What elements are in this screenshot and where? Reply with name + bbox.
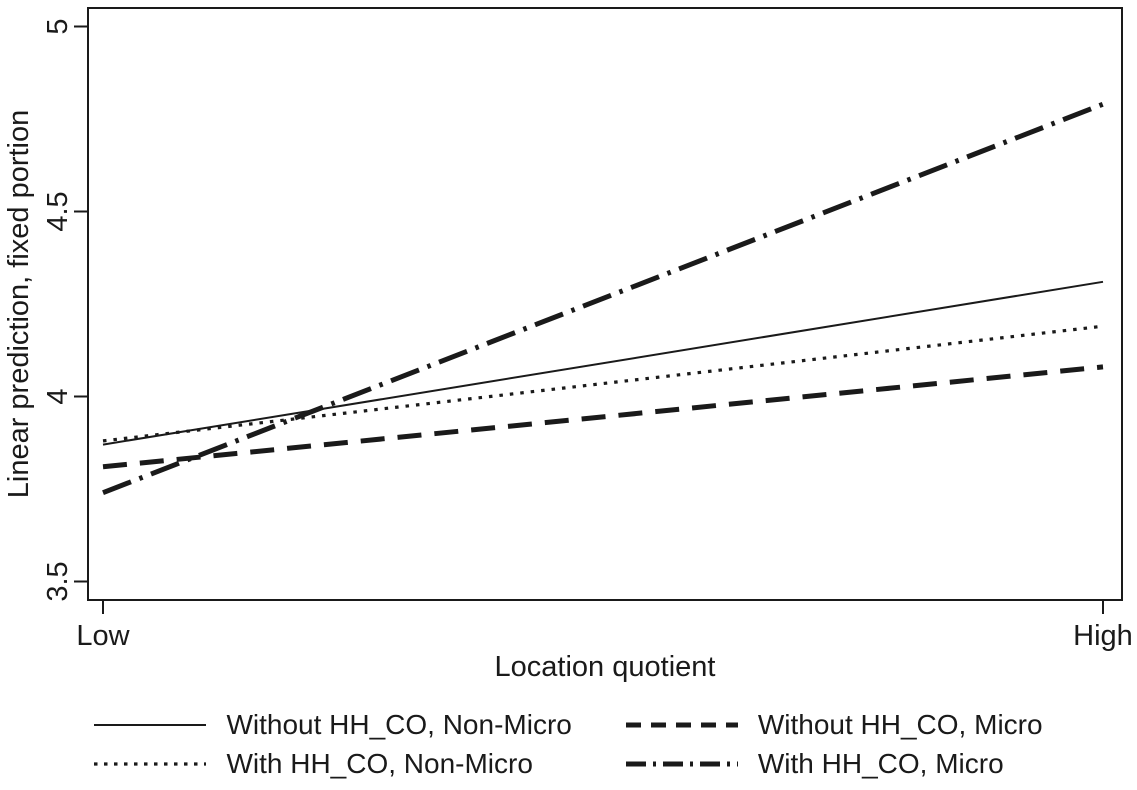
legend-line-dotted-icon xyxy=(94,761,207,766)
legend-line-dashdot-icon xyxy=(625,761,738,766)
legend-label: Without HH_CO, Non-Micro xyxy=(226,709,572,740)
line-chart-plot: 3.5 4 4.5 5 Low High Location quotient Linear p… xyxy=(3,7,1133,683)
legend-line-dashed-icon xyxy=(625,722,738,727)
svg-text:Linear prediction, fixed porti: Linear prediction, fixed portion xyxy=(3,110,35,499)
legend-item-without-hhco-micro: Without HH_CO, Micro xyxy=(625,708,1043,741)
svg-text:3.5: 3.5 xyxy=(42,561,74,601)
legend-label: With HH_CO, Micro xyxy=(757,748,1004,779)
legend-item-with-hhco-micro: With HH_CO, Micro xyxy=(625,747,1043,780)
svg-text:Location quotient: Location quotient xyxy=(495,651,716,683)
legend-line-solid-icon xyxy=(94,723,207,726)
svg-text:4: 4 xyxy=(42,388,74,404)
legend-label: With HH_CO, Non-Micro xyxy=(226,748,533,779)
svg-text:4.5: 4.5 xyxy=(42,191,74,231)
legend-label: Without HH_CO, Micro xyxy=(757,709,1043,740)
legend-item-with-hhco-nonmicro: With HH_CO, Non-Micro xyxy=(94,747,571,780)
legend-item-without-hhco-nonmicro: Without HH_CO, Non-Micro xyxy=(94,708,572,741)
svg-text:Low: Low xyxy=(76,620,130,652)
svg-text:5: 5 xyxy=(42,18,74,34)
svg-text:High: High xyxy=(1073,620,1133,652)
chart-legend: Without HH_CO, Non-Micro Without HH_CO, … xyxy=(0,708,1137,780)
